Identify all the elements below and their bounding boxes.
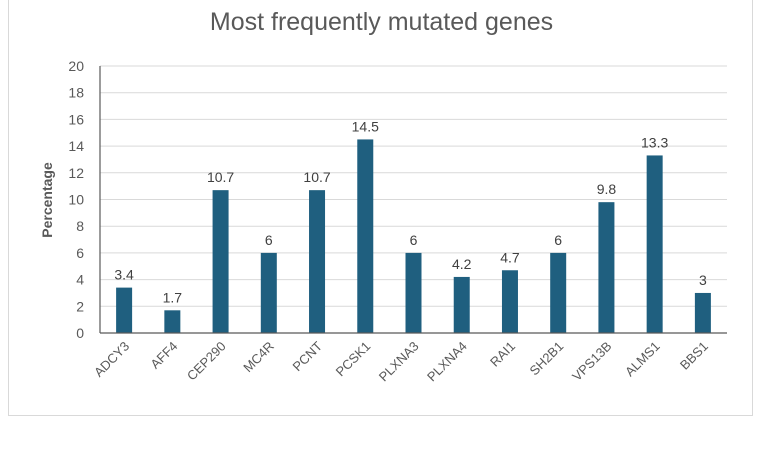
x-tick-label-mc4r: MC4R [240, 339, 277, 376]
data-label-plxna4: 4.2 [452, 256, 472, 272]
x-tick-label-aff4: AFF4 [147, 339, 180, 372]
data-label-alms1: 13.3 [641, 134, 668, 150]
y-tick-label-14: 14 [68, 138, 84, 154]
bar-pcnt [309, 190, 326, 333]
data-label-bbs1: 3 [699, 272, 707, 288]
y-tick-label-2: 2 [76, 298, 84, 314]
x-tick-label-sh2b1: SH2B1 [527, 339, 567, 379]
bar-mc4r [260, 252, 277, 333]
bar-sh2b1 [550, 252, 567, 333]
data-label-rai1: 4.7 [500, 249, 520, 265]
bar-pcsk1 [357, 139, 374, 333]
x-tick-label-bbs1: BBS1 [677, 339, 711, 373]
data-label-adcy3: 3.4 [114, 267, 134, 283]
bar-aff4 [164, 310, 181, 333]
y-tick-label-0: 0 [76, 325, 84, 341]
x-tick-label-alms1: ALMS1 [622, 339, 663, 380]
data-label-pcnt: 10.7 [303, 169, 330, 185]
x-tick-label-vps13b: VPS13B [569, 339, 614, 384]
bar-alms1 [646, 155, 663, 333]
y-tick-label-20: 20 [68, 58, 84, 74]
y-tick-label-12: 12 [68, 165, 84, 181]
y-tick-label-8: 8 [76, 218, 84, 234]
x-tick-label-adcy3: ADCY3 [91, 339, 132, 380]
x-tick-label-plxna3: PLXNA3 [376, 339, 422, 385]
data-labels: 3.4 1.7 10.7 6 10.7 14.5 6 4.2 4.7 6 9.8 13.3 3 [114, 118, 707, 305]
x-tick-label-pcnt: PCNT [290, 338, 326, 374]
bar-rai1 [501, 270, 518, 333]
bar-cep290 [212, 190, 229, 333]
data-label-pcsk1: 14.5 [352, 118, 379, 134]
bar-plxna3 [405, 252, 422, 333]
data-label-cep290: 10.7 [207, 169, 234, 185]
y-tick-label-6: 6 [76, 245, 84, 261]
data-label-mc4r: 6 [265, 232, 273, 248]
y-axis-label: Percentage [39, 162, 55, 238]
bar-plxna4 [453, 276, 470, 333]
y-tick-label-18: 18 [68, 85, 84, 101]
x-tick-label-cep290: CEP290 [184, 339, 229, 384]
chart-frame: Most frequently mutated genes [8, 0, 753, 416]
data-label-plxna3: 6 [410, 232, 418, 248]
data-label-sh2b1: 6 [554, 232, 562, 248]
y-tick-labels: 0 2 4 6 8 10 12 14 16 18 20 [68, 58, 84, 341]
bar-adcy3 [116, 287, 133, 333]
y-tick-label-16: 16 [68, 111, 84, 127]
data-label-vps13b: 9.8 [597, 181, 617, 197]
chart-title: Most frequently mutated genes [209, 8, 554, 36]
gridlines [100, 65, 727, 307]
x-tick-labels: ADCY3 AFF4 CEP290 MC4R PCNT PCSK1 PLXNA3 PLXNA4… [91, 338, 711, 384]
bars [116, 139, 711, 333]
y-tick-label-10: 10 [68, 192, 84, 208]
x-tick-label-rai1: RAI1 [487, 339, 518, 370]
x-tick-label-plxna4: PLXNA4 [424, 339, 470, 385]
bar-bbs1 [694, 292, 711, 333]
bar-vps13b [598, 202, 615, 333]
y-tick-label-4: 4 [76, 272, 84, 288]
x-tick-label-pcsk1: PCSK1 [333, 339, 374, 380]
data-label-aff4: 1.7 [163, 289, 183, 305]
